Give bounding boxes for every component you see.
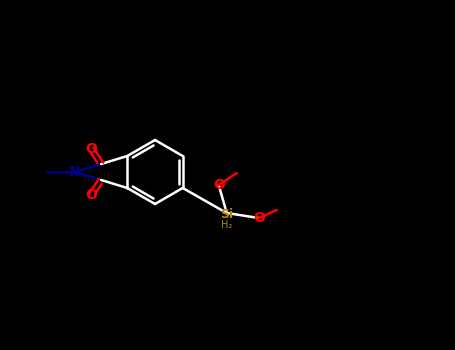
Text: Si: Si bbox=[220, 209, 233, 222]
Text: N: N bbox=[69, 165, 81, 179]
Text: O: O bbox=[86, 188, 97, 202]
Text: O: O bbox=[86, 142, 97, 156]
Text: O: O bbox=[253, 211, 265, 225]
Text: O: O bbox=[213, 178, 225, 192]
Text: H₂: H₂ bbox=[221, 220, 233, 230]
